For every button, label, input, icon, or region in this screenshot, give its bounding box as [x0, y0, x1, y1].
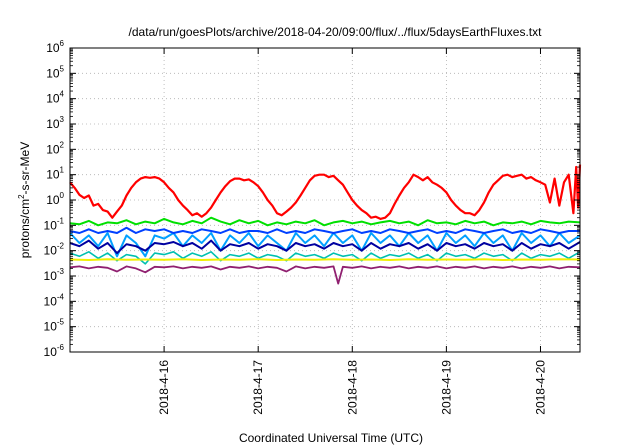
x-tick-label: 2018-4-19: [439, 360, 453, 415]
series-group: [69, 164, 582, 285]
y-tick-exponent: 4: [60, 90, 65, 99]
y-tick-label: 10-3: [44, 267, 65, 283]
series-line-7: [69, 265, 581, 285]
y-tick-base: 10: [46, 142, 60, 156]
y-tick-base: 10: [46, 168, 60, 182]
series-line-1: [69, 216, 581, 227]
y-tick-exponent: -2: [57, 242, 65, 251]
y-tick-base: 10: [46, 193, 60, 207]
y-tick-label: 101: [46, 166, 64, 182]
series-line-6: [69, 258, 581, 261]
y-tick-exponent: -1: [57, 216, 65, 225]
y-tick-base: 10: [46, 92, 60, 106]
y-tick-base: 10: [44, 218, 58, 232]
x-axis-label: Coordinated Universal Time (UTC): [239, 431, 423, 445]
grid-lines: [70, 48, 580, 352]
y-tick-base: 10: [44, 320, 58, 334]
y-tick-exponent: 2: [60, 140, 65, 149]
y-tick-exponent: 5: [60, 64, 65, 73]
y-tick-label: 106: [46, 39, 64, 55]
y-tick-exponent: 6: [60, 39, 65, 48]
y-tick-base: 10: [44, 294, 58, 308]
x-tick-label: 2018-4-20: [533, 360, 547, 415]
y-tick-exponent: -3: [57, 267, 65, 276]
y-tick-exponent: 0: [60, 191, 65, 200]
y-tick-exponent: 1: [60, 166, 65, 175]
y-tick-base: 10: [46, 117, 60, 131]
y-tick-label: 10-4: [44, 292, 65, 308]
y-tick-base: 10: [44, 244, 58, 258]
x-tick-label: 2018-4-16: [157, 360, 171, 415]
x-axis: 2018-4-16 2018-4-17 2018-4-18 2018-4-19 2018…: [157, 48, 547, 415]
x-tick-label: 2018-4-17: [251, 360, 265, 415]
y-tick-exponent: -4: [57, 292, 65, 301]
y-tick-exponent: -6: [57, 343, 65, 352]
y-axis-label: protons/cm2-s-sr-MeV: [17, 142, 32, 258]
series-line-4: [69, 239, 581, 255]
y-axis-label-sup: 2: [17, 194, 26, 199]
y-axis: 10-610-510-410-310-210-11001011021031041…: [44, 39, 580, 359]
y-tick-base: 10: [46, 66, 60, 80]
y-tick-label: 103: [46, 115, 64, 131]
y-tick-base: 10: [44, 345, 58, 359]
x-tick-label: 2018-4-18: [345, 360, 359, 415]
y-tick-exponent: -5: [57, 318, 65, 327]
series-line-3: [69, 226, 580, 234]
y-tick-label: 105: [46, 64, 64, 80]
y-axis-label-suffix: -s-sr-MeV: [18, 142, 32, 195]
y-tick-base: 10: [44, 269, 58, 283]
y-tick-label: 104: [46, 90, 64, 106]
chart-title: /data/run/goesPlots/archive/2018-04-20/0…: [129, 25, 543, 39]
y-tick-label: 100: [46, 191, 64, 207]
series-line-2: [69, 232, 581, 258]
series-line-5: [69, 251, 581, 265]
y-tick-base: 10: [46, 41, 60, 55]
y-tick-label: 10-2: [44, 242, 65, 258]
y-axis-label-prefix: protons/cm: [18, 199, 32, 258]
series-line-0: [69, 164, 582, 220]
y-tick-label: 10-6: [44, 343, 65, 359]
y-tick-exponent: 3: [60, 115, 65, 124]
y-tick-label: 10-1: [44, 216, 65, 232]
y-tick-label: 102: [46, 140, 64, 156]
y-tick-label: 10-5: [44, 318, 65, 334]
